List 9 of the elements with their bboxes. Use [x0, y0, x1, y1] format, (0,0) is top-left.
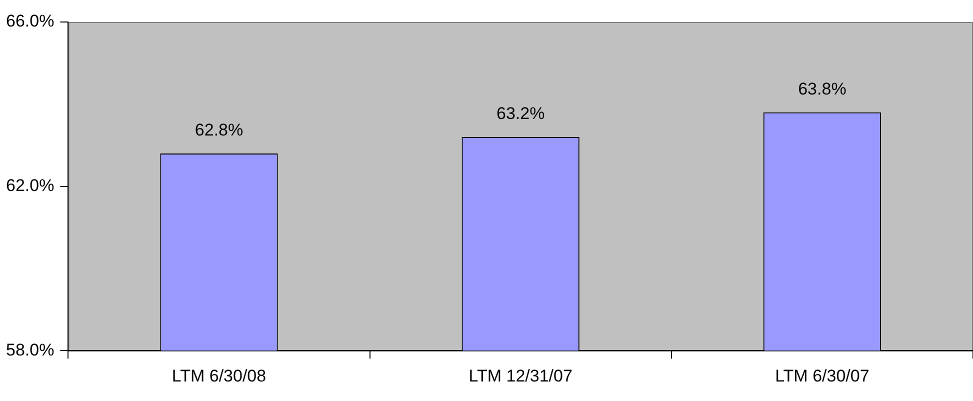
data-label: 62.8%	[194, 120, 244, 140]
y-tick-label: 62.0%	[6, 176, 54, 195]
x-tick-label: LTM 6/30/07	[775, 366, 870, 386]
x-tick-label: LTM 12/31/07	[468, 366, 572, 386]
data-label: 63.2%	[496, 104, 545, 124]
y-tick-label: 66.0%	[6, 12, 54, 31]
y-tick-label: 58.0%	[6, 340, 54, 360]
x-tick-label: LTM 6/30/08	[172, 366, 266, 386]
data-label: 63.8%	[798, 80, 846, 99]
